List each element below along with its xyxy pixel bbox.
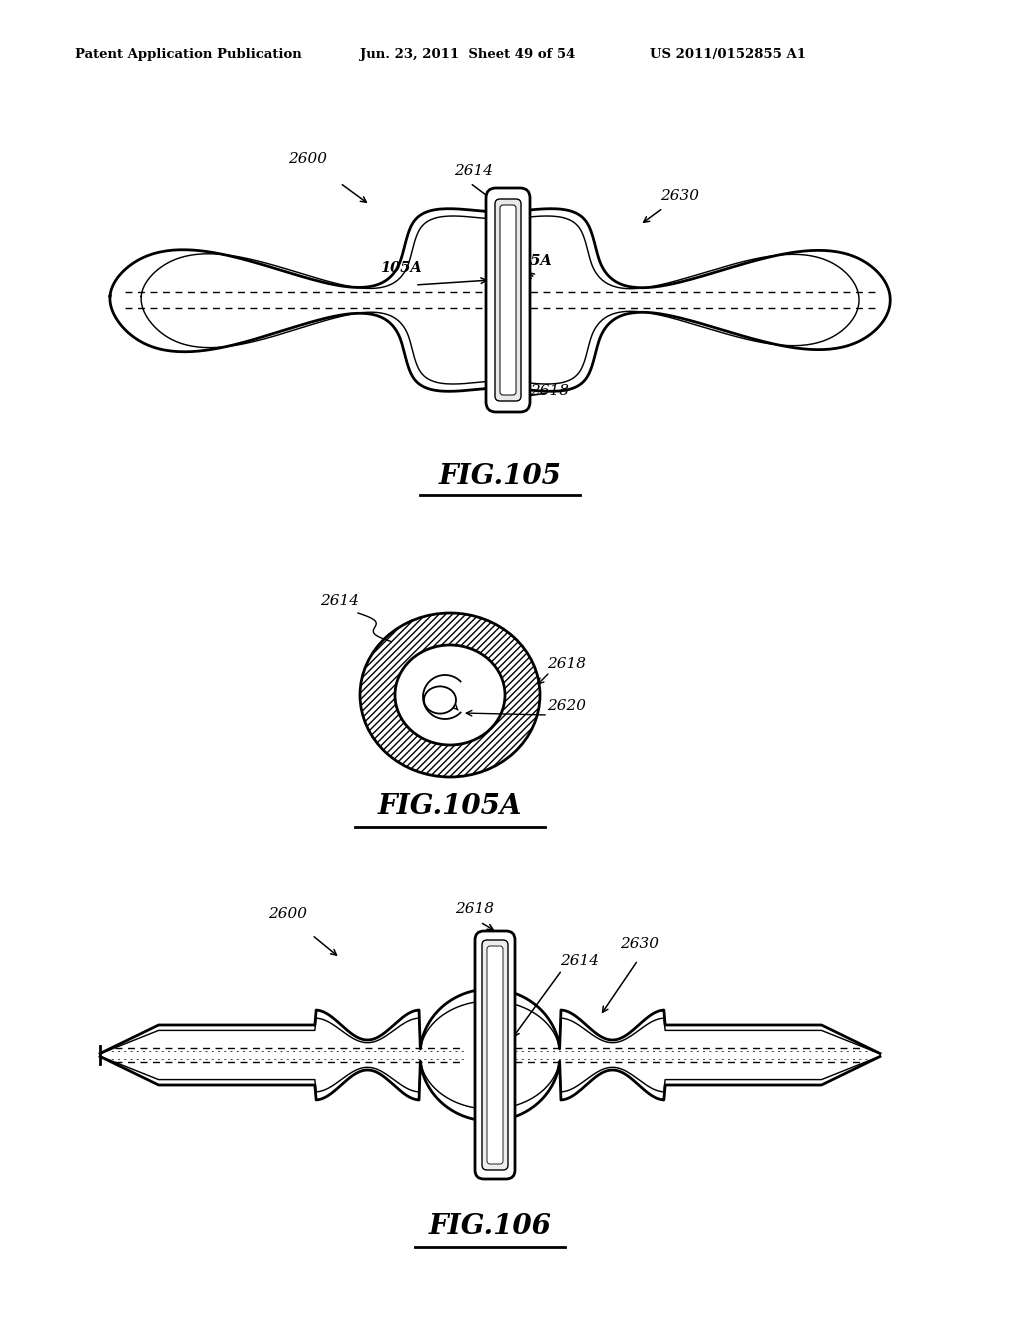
- Text: 2614: 2614: [319, 594, 359, 609]
- Text: 2600: 2600: [288, 152, 327, 166]
- FancyBboxPatch shape: [500, 205, 516, 395]
- Text: 2600: 2600: [268, 907, 307, 921]
- FancyBboxPatch shape: [486, 187, 530, 412]
- Text: Jun. 23, 2011  Sheet 49 of 54: Jun. 23, 2011 Sheet 49 of 54: [360, 48, 575, 61]
- FancyBboxPatch shape: [482, 940, 508, 1170]
- Text: 105A: 105A: [510, 253, 552, 268]
- Text: FIG.106: FIG.106: [429, 1213, 552, 1239]
- Text: 2618: 2618: [547, 657, 586, 671]
- Text: FIG.105A: FIG.105A: [378, 793, 522, 820]
- Text: 2630: 2630: [620, 937, 659, 950]
- Text: FIG.105: FIG.105: [438, 463, 561, 490]
- Text: 2620: 2620: [547, 700, 586, 713]
- Text: 2630: 2630: [660, 189, 699, 203]
- Ellipse shape: [395, 645, 505, 744]
- FancyBboxPatch shape: [495, 199, 521, 401]
- Ellipse shape: [424, 686, 456, 714]
- Text: 2614: 2614: [560, 954, 599, 968]
- Text: Patent Application Publication: Patent Application Publication: [75, 48, 302, 61]
- FancyBboxPatch shape: [487, 946, 503, 1164]
- Text: US 2011/0152855 A1: US 2011/0152855 A1: [650, 48, 806, 61]
- FancyBboxPatch shape: [475, 931, 515, 1179]
- Text: 2614: 2614: [454, 164, 493, 178]
- Text: 105A: 105A: [380, 261, 422, 275]
- Text: 2618: 2618: [455, 902, 494, 916]
- Ellipse shape: [360, 612, 540, 777]
- Text: 2618: 2618: [530, 384, 569, 399]
